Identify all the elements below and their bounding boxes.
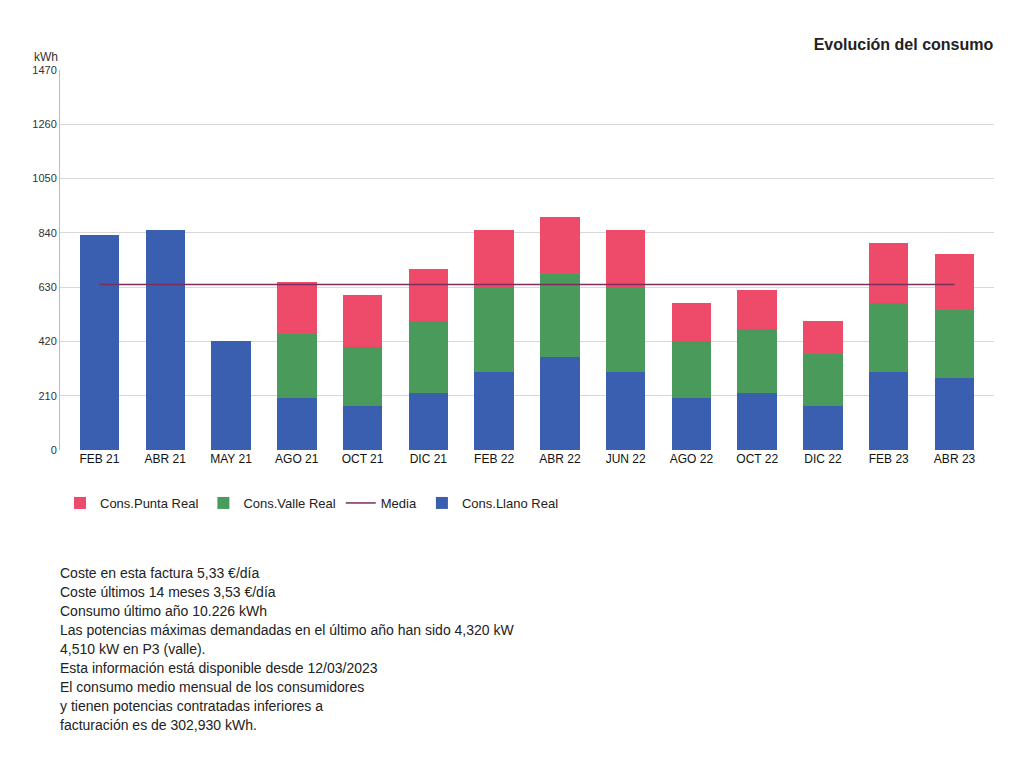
html-text:y tienen potencias contratadas: y tienen potencias contratadas inferiore… — [60, 698, 323, 714]
svg-text:1050: 1050 — [32, 172, 56, 184]
svg-text:FEB 22: FEB 22 — [474, 452, 514, 466]
svg-text:FEB 21: FEB 21 — [79, 452, 119, 466]
svg-text:840: 840 — [38, 227, 56, 239]
html-text:Coste últimos 14 meses 3,53 €/: Coste últimos 14 meses 3,53 €/día — [60, 584, 276, 600]
html-text:Coste en esta factura 5,33 €/d: Coste en esta factura 5,33 €/día — [60, 565, 260, 581]
svg-text:OCT 22: OCT 22 — [736, 452, 778, 466]
svg-text:JUN 22: JUN 22 — [606, 452, 646, 466]
svg-text:210: 210 — [38, 390, 56, 402]
svg-text:OCT 21: OCT 21 — [342, 452, 384, 466]
svg-text:ABR 21: ABR 21 — [145, 452, 187, 466]
svg-text:420: 420 — [38, 335, 56, 347]
svg-text:1470: 1470 — [32, 64, 56, 76]
html-text:facturación es de 302,930 kWh.: facturación es de 302,930 kWh. — [60, 717, 257, 733]
svg-text:Media: Media — [381, 496, 417, 511]
svg-text:Cons.Punta Real: Cons.Punta Real — [100, 496, 198, 511]
svg-text:1260: 1260 — [32, 118, 56, 130]
svg-text:0: 0 — [51, 444, 57, 456]
svg-text:Cons.Llano Real: Cons.Llano Real — [462, 496, 558, 511]
svg-text:kWh: kWh — [34, 50, 58, 64]
svg-text:Evolución del consumo: Evolución del consumo — [814, 36, 994, 53]
svg-text:ABR 23: ABR 23 — [934, 452, 976, 466]
html-text:Esta información está disponib: Esta información está disponible desde 1… — [60, 660, 378, 676]
svg-text:DIC 21: DIC 21 — [410, 452, 448, 466]
svg-text:MAY 21: MAY 21 — [210, 452, 252, 466]
html-text:4,510 kW en P3 (valle).: 4,510 kW en P3 (valle). — [60, 641, 206, 657]
svg-text:AGO 22: AGO 22 — [670, 452, 714, 466]
svg-text:FEB 23: FEB 23 — [869, 452, 909, 466]
svg-text:ABR 22: ABR 22 — [539, 452, 581, 466]
html-text:Las potencias máximas demandad: Las potencias máximas demandadas en el ú… — [60, 622, 514, 638]
svg-text:630: 630 — [38, 281, 56, 293]
svg-text:AGO 21: AGO 21 — [275, 452, 319, 466]
svg-text:DIC 22: DIC 22 — [804, 452, 842, 466]
svg-text:Cons.Valle Real: Cons.Valle Real — [243, 496, 335, 511]
html-text:Consumo último año 10.226 kWh: Consumo último año 10.226 kWh — [60, 603, 267, 619]
html-text:El consumo medio mensual de lo: El consumo medio mensual de los consumid… — [60, 679, 365, 695]
